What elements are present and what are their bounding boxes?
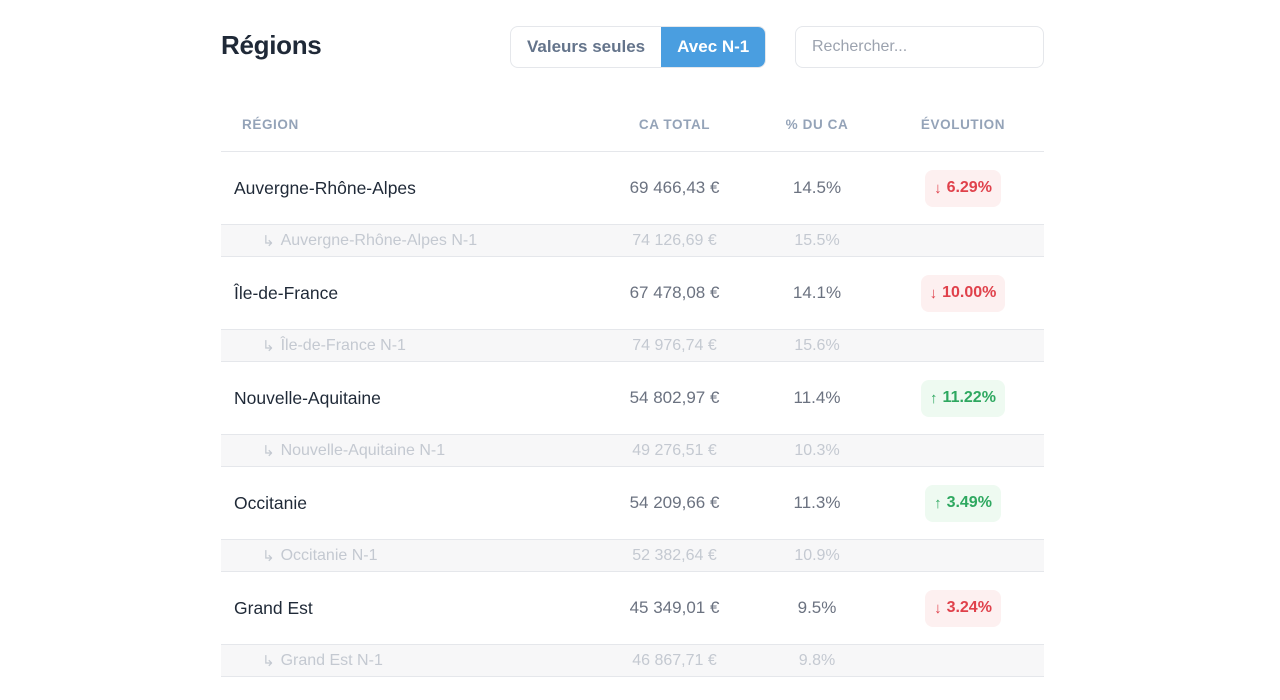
table-row[interactable]: Île-de-France 67 478,08 € 14.1% ↓ 10.00% bbox=[221, 257, 1044, 330]
region-name: Grand Est bbox=[234, 597, 313, 618]
table-row[interactable]: Grand Est 45 349,01 € 9.5% ↓ 3.24% bbox=[221, 572, 1044, 645]
pct-ca-n1-value: 10.9% bbox=[794, 546, 840, 564]
pct-ca-value: 14.5% bbox=[792, 178, 842, 197]
region-n1-name: ↳ Auvergne-Rhône-Alpes N-1 bbox=[262, 225, 477, 256]
panel-header: Régions Valeurs seules Avec N-1 bbox=[221, 26, 1044, 68]
column-header-evolution[interactable]: ÉVOLUTION bbox=[920, 117, 1006, 132]
ca-total-value: 69 466,43 € bbox=[629, 178, 720, 197]
evolution-value: 6.29% bbox=[946, 179, 992, 196]
ca-total-n1-value: 52 382,64 € bbox=[632, 546, 717, 564]
table-body: Auvergne-Rhône-Alpes 69 466,43 €14.5% ↓ 6.2… bbox=[221, 152, 1044, 677]
region-n1-name: ↳ Grand Est N-1 bbox=[262, 645, 383, 676]
sub-row-arrow-icon: ↳ bbox=[262, 652, 275, 670]
ca-total-value: 45 349,01 € bbox=[629, 598, 720, 617]
pct-ca-n1-value: 15.6% bbox=[794, 336, 840, 354]
region-n1-label: Auvergne-Rhône-Alpes N-1 bbox=[280, 231, 478, 249]
table-row[interactable]: Occitanie 54 209,66 € 11.3% ↑ 3.49% bbox=[221, 467, 1044, 540]
region-n1-label: Grand Est N-1 bbox=[280, 651, 383, 669]
evolution-value: 3.49% bbox=[946, 494, 992, 511]
search-input[interactable] bbox=[795, 26, 1044, 68]
evolution-value: 11.22% bbox=[942, 389, 996, 406]
region-n1-name: ↳ Occitanie N-1 bbox=[262, 540, 378, 571]
regions-table: RÉGION CA TOTAL % DU CA ÉVOLUTION Auverg… bbox=[221, 98, 1044, 677]
table-header: RÉGION CA TOTAL % DU CA ÉVOLUTION bbox=[221, 98, 1044, 152]
evolution-cell: ↑ 3.49% bbox=[882, 467, 1044, 539]
ca-total-value: 54 209,66 € bbox=[629, 493, 720, 512]
ca-total-n1-value: 46 867,71 € bbox=[632, 651, 717, 669]
ca-total-n1-value: 49 276,51 € bbox=[632, 441, 717, 459]
arrow-up-icon: ↑ bbox=[930, 389, 938, 407]
sub-row-arrow-icon: ↳ bbox=[262, 442, 275, 460]
table-row-n1: ↳ Nouvelle-Aquitaine N-1 49 276,51 € 10.3% bbox=[221, 435, 1044, 467]
evolution-badge: ↓ 3.24% bbox=[925, 589, 1001, 627]
region-name: Occitanie bbox=[234, 492, 307, 513]
pct-ca-n1-value: 9.8% bbox=[798, 651, 836, 669]
region-n1-label: Occitanie N-1 bbox=[280, 546, 378, 564]
table-row-n1: ↳ Grand Est N-1 46 867,71 € 9.8% bbox=[221, 645, 1044, 677]
evolution-value: 10.00% bbox=[942, 284, 997, 301]
toggle-values-only-button[interactable]: Valeurs seules bbox=[527, 37, 646, 56]
sub-row-arrow-icon: ↳ bbox=[262, 337, 275, 355]
column-header-pct-ca[interactable]: % DU CA bbox=[785, 117, 849, 132]
region-name: Nouvelle-Aquitaine bbox=[234, 387, 381, 408]
evolution-cell: ↓ 6.29% bbox=[882, 152, 1044, 224]
arrow-down-icon: ↓ bbox=[934, 599, 942, 617]
pct-ca-n1-value: 10.3% bbox=[794, 441, 840, 459]
region-n1-name: ↳ Île-de-France N-1 bbox=[262, 330, 406, 361]
pct-ca-value: 11.4% bbox=[793, 388, 841, 407]
region-n1-label: Île-de-France N-1 bbox=[280, 336, 406, 354]
region-n1-name: ↳ Nouvelle-Aquitaine N-1 bbox=[262, 435, 445, 466]
arrow-up-icon: ↑ bbox=[934, 494, 942, 512]
pct-ca-n1-value: 15.5% bbox=[794, 231, 840, 249]
page-title: Régions bbox=[221, 30, 322, 60]
arrow-down-icon: ↓ bbox=[929, 284, 938, 302]
evolution-badge: ↓ 10.00% bbox=[920, 274, 1006, 312]
regions-panel: Régions Valeurs seules Avec N-1 RÉGION C… bbox=[221, 0, 1044, 700]
ca-total-n1-value: 74 976,74 € bbox=[632, 336, 717, 354]
ca-total-value: 54 802,97 € bbox=[629, 388, 720, 407]
arrow-down-icon: ↓ bbox=[934, 179, 942, 197]
evolution-badge: ↑ 3.49% bbox=[925, 484, 1001, 522]
pct-ca-value: 11.3% bbox=[793, 493, 841, 512]
ca-total-n1-value: 74 126,69 € bbox=[632, 231, 717, 249]
evolution-cell: ↑ 11.22% bbox=[882, 362, 1044, 434]
region-name: Île-de-France bbox=[234, 282, 339, 303]
evolution-cell: ↓ 3.24% bbox=[882, 572, 1044, 644]
table-row[interactable]: Nouvelle-Aquitaine 54 802,97 € 11.4% ↑ 11.22… bbox=[221, 362, 1044, 435]
sub-row-arrow-icon: ↳ bbox=[262, 547, 275, 565]
evolution-badge: ↑ 11.22% bbox=[921, 379, 1005, 417]
sub-row-arrow-icon: ↳ bbox=[262, 232, 275, 250]
region-n1-label: Nouvelle-Aquitaine N-1 bbox=[280, 441, 446, 459]
ca-total-value: 67 478,08 € bbox=[629, 283, 720, 302]
table-row-n1: ↳ Occitanie N-1 52 382,64 € 10.9% bbox=[221, 540, 1044, 572]
evolution-value: 3.24% bbox=[946, 599, 992, 616]
column-header-ca-total[interactable]: CA TOTAL bbox=[638, 117, 711, 132]
region-name: Auvergne-Rhône-Alpes bbox=[234, 177, 416, 198]
table-row-n1: ↳ Île-de-France N-1 74 976,74 € 15.6% bbox=[221, 330, 1044, 362]
evolution-cell: ↓ 10.00% bbox=[882, 257, 1044, 329]
table-row-n1: ↳ Auvergne-Rhône-Alpes N-1 74 126,69 € 15.5… bbox=[221, 225, 1044, 257]
table-row[interactable]: Auvergne-Rhône-Alpes 69 466,43 € 14.5% ↓ 6.2… bbox=[221, 152, 1044, 225]
comparison-toggle: Valeurs seules Avec N-1 bbox=[510, 26, 767, 68]
evolution-badge: ↓ 6.29% bbox=[925, 169, 1001, 207]
toggle-with-n1-button[interactable]: Avec N-1 bbox=[661, 27, 766, 67]
pct-ca-value: 14.1% bbox=[792, 283, 842, 302]
column-header-region[interactable]: RÉGION bbox=[242, 117, 299, 132]
pct-ca-value: 9.5% bbox=[797, 598, 837, 617]
